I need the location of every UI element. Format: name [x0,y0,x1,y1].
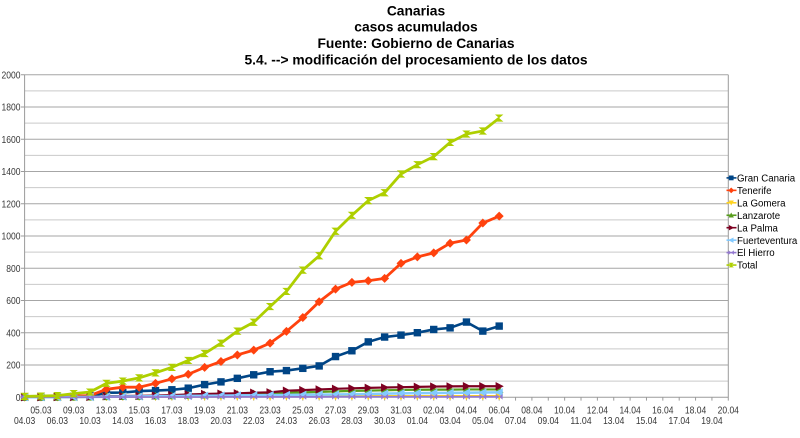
svg-text:16.03: 16.03 [145,416,166,427]
svg-text:400: 400 [6,328,20,339]
svg-text:27.03: 27.03 [325,406,346,417]
svg-text:12.04: 12.04 [587,406,608,417]
svg-text:24.03: 24.03 [276,416,297,427]
svg-text:Gran Canaria: Gran Canaria [737,174,796,185]
svg-text:26.03: 26.03 [309,416,330,427]
svg-text:04.03: 04.03 [14,416,35,427]
svg-text:05.03: 05.03 [30,406,51,417]
svg-text:08.04: 08.04 [521,406,542,417]
svg-text:25.03: 25.03 [292,406,313,417]
svg-text:Canarias: Canarias [387,3,446,18]
svg-text:13.04: 13.04 [603,416,624,427]
svg-text:28.03: 28.03 [341,416,362,427]
svg-text:19.04: 19.04 [701,416,722,427]
svg-text:10.04: 10.04 [554,406,575,417]
svg-text:13.03: 13.03 [96,406,117,417]
svg-text:07.04: 07.04 [505,416,526,427]
svg-text:1600: 1600 [2,135,21,146]
svg-text:La Palma: La Palma [737,223,779,234]
svg-text:30.03: 30.03 [374,416,395,427]
svg-text:21.03: 21.03 [227,406,248,417]
svg-text:15.03: 15.03 [129,406,150,417]
svg-text:Total: Total [737,261,757,272]
svg-text:5.4. --> modificación del proc: 5.4. --> modificación del procesamiento … [244,52,587,67]
svg-text:Fuente: Gobierno de Canarias: Fuente: Gobierno de Canarias [317,36,514,51]
svg-text:1200: 1200 [2,199,21,210]
svg-text:17.04: 17.04 [669,416,690,427]
svg-text:14.03: 14.03 [112,416,133,427]
svg-text:09.03: 09.03 [63,406,84,417]
svg-text:17.03: 17.03 [161,406,182,417]
svg-text:1800: 1800 [2,103,21,114]
svg-text:23.03: 23.03 [259,406,280,417]
svg-text:09.04: 09.04 [538,416,559,427]
svg-text:La Gomera: La Gomera [737,198,786,209]
svg-text:Fuerteventura: Fuerteventura [737,236,798,247]
svg-text:20.03: 20.03 [210,416,231,427]
svg-text:El Hierro: El Hierro [737,248,775,259]
svg-text:18.04: 18.04 [685,406,706,417]
svg-text:01.04: 01.04 [407,416,428,427]
svg-text:casos acumulados: casos acumulados [354,20,478,35]
svg-text:29.03: 29.03 [358,406,379,417]
svg-text:16.04: 16.04 [652,406,673,417]
svg-text:800: 800 [6,264,20,275]
svg-text:19.03: 19.03 [194,406,215,417]
svg-text:Lanzarote: Lanzarote [737,211,780,222]
svg-text:600: 600 [6,296,20,307]
svg-text:06.03: 06.03 [47,416,68,427]
svg-text:03.04: 03.04 [439,416,460,427]
svg-text:20.04: 20.04 [718,406,739,417]
svg-text:05.04: 05.04 [472,416,493,427]
svg-text:0: 0 [16,393,21,404]
svg-text:1400: 1400 [2,167,21,178]
svg-text:Tenerife: Tenerife [737,186,771,197]
svg-text:04.04: 04.04 [456,406,477,417]
svg-text:10.03: 10.03 [79,416,100,427]
svg-text:11.04: 11.04 [570,416,591,427]
svg-text:14.04: 14.04 [619,406,640,417]
svg-text:200: 200 [6,361,20,372]
svg-text:31.03: 31.03 [390,406,411,417]
svg-text:15.04: 15.04 [636,416,657,427]
svg-text:18.03: 18.03 [178,416,199,427]
svg-text:1000: 1000 [2,232,21,243]
svg-text:2000: 2000 [2,70,21,81]
svg-text:06.04: 06.04 [489,406,510,417]
svg-text:22.03: 22.03 [243,416,264,427]
svg-text:02.04: 02.04 [423,406,444,417]
